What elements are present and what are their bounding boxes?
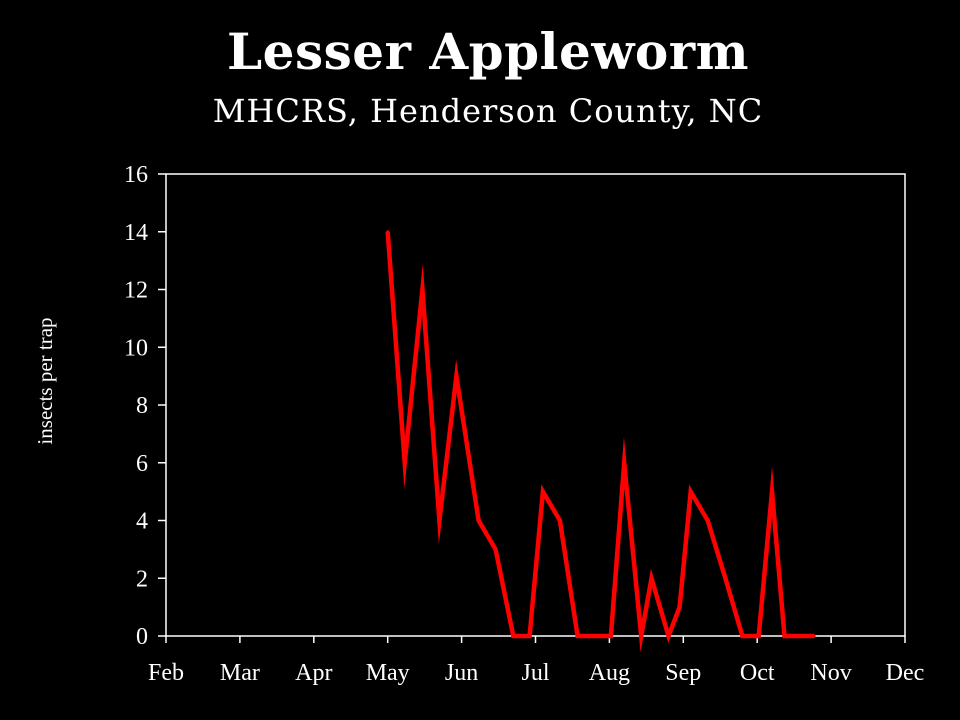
data-point	[723, 576, 727, 580]
x-tick-label: Mar	[220, 660, 260, 686]
chart-title: Lesser Appleworm	[227, 22, 749, 81]
data-point	[757, 634, 761, 638]
data-point	[386, 230, 390, 234]
data-point	[639, 634, 643, 638]
y-tick-label: 2	[136, 566, 148, 592]
x-tick-label: Feb	[148, 660, 184, 686]
data-point	[798, 634, 802, 638]
data-point	[678, 605, 682, 609]
series-line	[385, 231, 815, 653]
data-point	[437, 519, 441, 522]
y-tick-label: 4	[136, 509, 148, 535]
y-tick-label: 0	[136, 624, 148, 650]
data-point	[689, 490, 693, 494]
data-point	[667, 634, 671, 638]
data-point	[706, 519, 710, 522]
data-point	[454, 374, 458, 378]
x-tick-label: Oct	[740, 660, 775, 686]
data-point	[812, 634, 816, 638]
chart-subtitle: MHCRS, Henderson County, NC	[212, 92, 764, 130]
x-tick-label: Aug	[589, 660, 630, 686]
data-point	[477, 519, 481, 522]
x-tick-label: Jun	[445, 660, 478, 686]
data-point	[770, 490, 774, 494]
data-point	[650, 576, 654, 580]
y-tick-label: 12	[124, 278, 148, 304]
data-point	[622, 461, 626, 465]
data-point	[576, 634, 580, 638]
data-point	[403, 461, 407, 465]
data-point	[740, 634, 744, 638]
y-tick-label: 6	[136, 451, 148, 477]
y-tick-label: 8	[136, 393, 148, 419]
data-point	[528, 634, 532, 638]
x-tick-label: Dec	[886, 660, 925, 686]
data-point	[420, 288, 424, 291]
x-tick-label: May	[366, 660, 410, 686]
x-tick-label: Apr	[295, 660, 332, 686]
data-point	[558, 519, 562, 522]
y-axis-label: insects per trap	[33, 317, 57, 444]
data-point	[511, 634, 515, 638]
y-tick-label: 10	[124, 335, 148, 361]
data-point	[609, 634, 613, 638]
y-tick-label: 16	[124, 162, 148, 188]
y-tick-label: 14	[124, 220, 148, 246]
data-point	[783, 634, 787, 638]
data-point	[541, 490, 545, 494]
data-point	[593, 634, 597, 638]
data-point	[494, 547, 498, 551]
x-tick-label: Jul	[521, 660, 549, 686]
x-tick-label: Nov	[810, 660, 851, 686]
x-tick-label: Sep	[665, 660, 701, 686]
